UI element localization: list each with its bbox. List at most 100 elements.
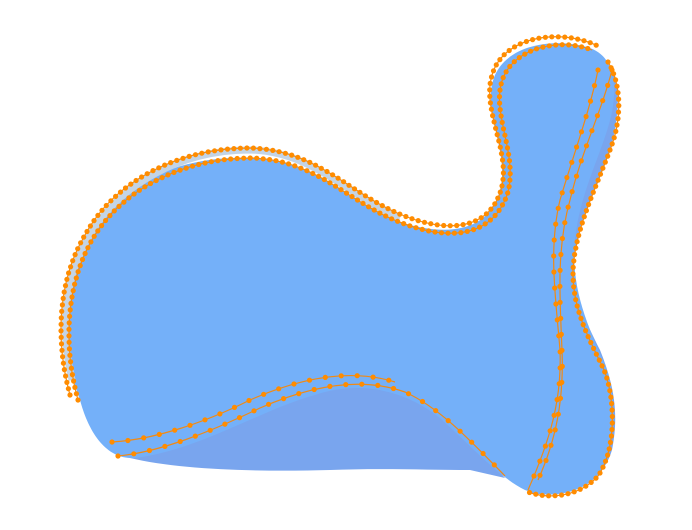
- contour-marker: [605, 381, 612, 387]
- contour-marker: [614, 122, 620, 128]
- contour-marker: [445, 418, 451, 424]
- contour-marker: [571, 489, 577, 495]
- contour-marker: [279, 159, 285, 165]
- contour-marker: [162, 443, 168, 449]
- contour-marker: [368, 196, 374, 202]
- contour-marker: [136, 187, 142, 193]
- contour-marker: [397, 211, 403, 217]
- contour-marker: [454, 222, 460, 229]
- contour-marker: [63, 373, 69, 379]
- contour-marker: [87, 223, 93, 229]
- contour-marker: [183, 165, 189, 171]
- contour-marker: [490, 113, 496, 119]
- contour-marker: [507, 171, 513, 177]
- contour-marker: [552, 493, 558, 499]
- contour-marker: [419, 226, 425, 232]
- contour-marker: [506, 151, 512, 157]
- contour-marker: [366, 204, 372, 210]
- contour-marker: [270, 147, 276, 153]
- contour-marker: [572, 43, 578, 49]
- contour-marker: [75, 269, 81, 275]
- contour-marker: [59, 347, 65, 353]
- contour-marker: [480, 450, 486, 457]
- contour-marker: [108, 198, 114, 204]
- contour-marker: [156, 165, 162, 171]
- contour-marker: [304, 168, 310, 174]
- contour-marker: [142, 184, 148, 190]
- contour-marker: [507, 63, 513, 70]
- contour-marker: [432, 229, 438, 235]
- contour-marker: [286, 161, 292, 167]
- contour-marker: [202, 160, 208, 166]
- contour-marker: [559, 347, 565, 353]
- contour-marker: [600, 98, 606, 104]
- contour-marker: [212, 148, 218, 154]
- contour-marker: [573, 173, 580, 179]
- contour-marker: [572, 290, 578, 296]
- contour-marker: [585, 334, 591, 340]
- contour-marker: [150, 168, 156, 174]
- contour-marker: [498, 81, 504, 87]
- contour-marker: [483, 211, 489, 217]
- contour-marker: [536, 35, 542, 41]
- contour-marker: [335, 175, 341, 181]
- contour-marker: [199, 150, 205, 156]
- contour-marker: [594, 113, 601, 119]
- contour-marker: [282, 150, 288, 156]
- contour-marker: [73, 275, 79, 281]
- contour-marker: [58, 315, 64, 321]
- contour-marker: [156, 431, 162, 437]
- contour-marker: [553, 221, 559, 227]
- contour-marker: [469, 439, 475, 445]
- contour-marker: [131, 191, 137, 197]
- contour-marker: [58, 341, 65, 347]
- contour-marker: [534, 46, 540, 52]
- contour-marker: [421, 219, 428, 225]
- contour-marker: [338, 373, 344, 379]
- contour-marker: [500, 163, 506, 170]
- contour-marker: [66, 320, 72, 326]
- contour-marker: [196, 161, 202, 168]
- contour-marker: [609, 426, 615, 433]
- contour-marker: [460, 222, 466, 228]
- contour-marker: [539, 492, 545, 498]
- contour-marker: [273, 158, 279, 164]
- contour-marker: [88, 239, 94, 245]
- contour-marker: [128, 181, 134, 187]
- contour-marker: [499, 157, 506, 163]
- contour-marker: [604, 375, 610, 381]
- contour-marker: [501, 52, 507, 58]
- contour-marker: [321, 176, 327, 183]
- contour-marker: [66, 333, 72, 339]
- contour-marker: [261, 391, 267, 397]
- contour-marker: [409, 216, 415, 222]
- contour-marker: [141, 435, 147, 441]
- contour-marker: [327, 383, 333, 389]
- contour-marker: [613, 128, 619, 134]
- contour-marker: [500, 176, 506, 182]
- contour-marker: [581, 38, 587, 44]
- contour-marker: [313, 162, 319, 168]
- contour-marker: [324, 168, 330, 175]
- contour-marker: [602, 159, 608, 165]
- contour-marker: [385, 206, 391, 212]
- contour-marker: [499, 183, 505, 189]
- contour-marker: [555, 205, 561, 211]
- contour-marker: [296, 391, 302, 397]
- contour-marker: [192, 152, 199, 158]
- contour-marker: [516, 55, 522, 61]
- contour-marker: [496, 94, 503, 100]
- contour-marker: [69, 294, 75, 300]
- contour-marker: [311, 386, 317, 393]
- contour-marker: [109, 439, 115, 445]
- contour-marker: [553, 42, 559, 48]
- contour-marker: [506, 158, 513, 164]
- contour-marker: [103, 217, 109, 224]
- contour-marker: [192, 433, 198, 439]
- contour-marker: [295, 154, 301, 160]
- contour-marker: [250, 145, 256, 151]
- contour-marker: [267, 157, 273, 163]
- contour-marker: [84, 228, 90, 235]
- contour-marker: [66, 326, 72, 332]
- contour-marker: [168, 160, 174, 166]
